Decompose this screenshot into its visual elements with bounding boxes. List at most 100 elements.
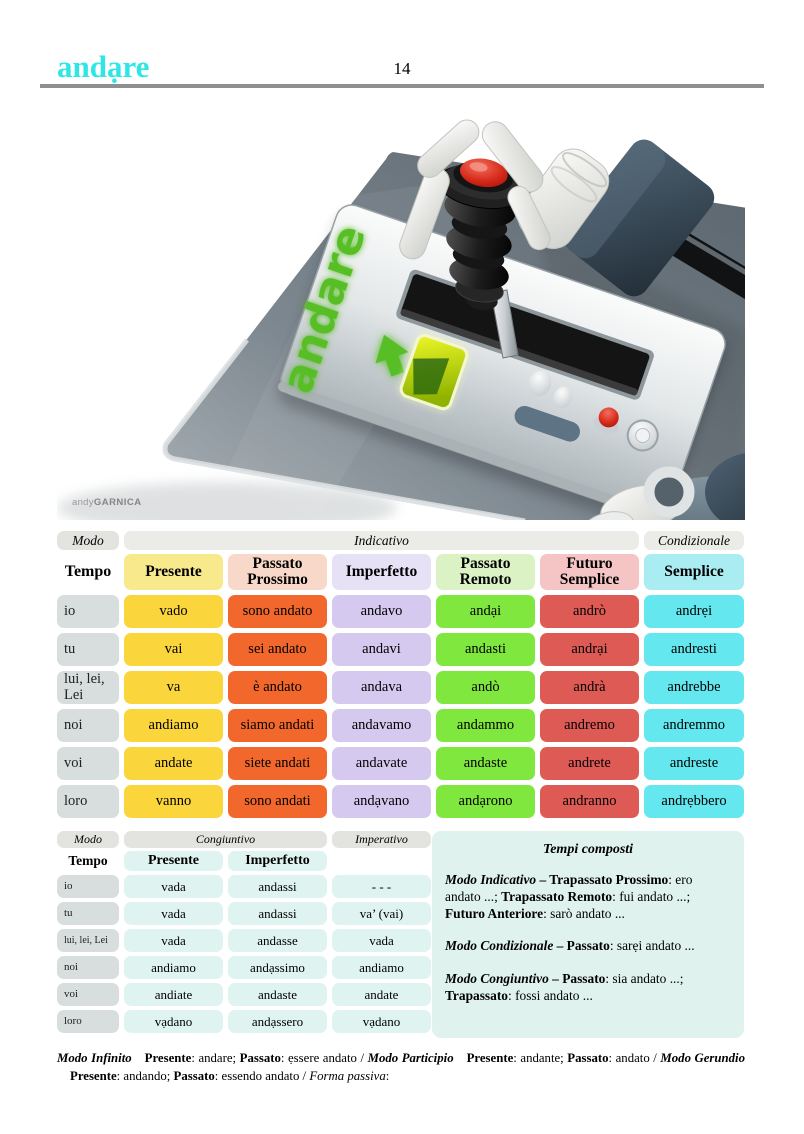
pronoun-cell: voi — [57, 747, 119, 780]
cell-passato-prossimo: è andato — [228, 671, 327, 704]
conjugation-row-loro: loro vanno sono andati andạvano andạrono… — [57, 785, 745, 818]
tense-form: : — [385, 1068, 390, 1083]
conjugation-row-lui-lei: lui, lei, Lei va è andato andava andò an… — [57, 671, 745, 704]
joystick-shaft — [490, 289, 519, 359]
cell-cong-imperfetto: andassi — [228, 902, 327, 925]
verb-illustration: andare — [57, 100, 804, 580]
cell-presente: vado — [124, 595, 223, 628]
cell-futuro-semplice: andrại — [540, 633, 639, 666]
cell-imperfetto: andavi — [332, 633, 431, 666]
tense-name: Presente — [466, 1051, 514, 1065]
cell-cong-presente: vada — [124, 902, 223, 925]
credit-name: GARNICA — [93, 497, 142, 508]
tense-name: Trapassato Prossimo — [549, 871, 669, 887]
red-button-highlight — [469, 162, 488, 172]
pronoun-cell: tu — [57, 633, 119, 666]
compound-tenses-title: Tempi composti — [542, 842, 634, 857]
panel-edge — [277, 381, 667, 522]
cell-imperfetto: andavamo — [332, 709, 431, 742]
col-header-presente: Presente — [124, 554, 223, 590]
mode-header-row: Modo Congiuntivo Imperativo — [57, 831, 431, 849]
modo-label: Modo — [57, 831, 119, 848]
tense-example: : sarò andato ... — [543, 906, 625, 922]
cell-futuro-semplice: andrà — [540, 671, 639, 704]
conjugation-row-loro: loro vạdano andạssero vạdano — [57, 1010, 431, 1033]
cell-cong-imperfetto: andaste — [228, 983, 327, 1006]
mode-label: Modo Congiuntivo — [445, 970, 549, 986]
tense-header-row: Tempo Presente Passato Prossimo Imperfet… — [57, 554, 745, 590]
cell-futuro-semplice: andrete — [540, 747, 639, 780]
cell-presente: vai — [124, 633, 223, 666]
tense-form: : andare; — [191, 1051, 240, 1065]
cell-cong-imperfetto: andasse — [228, 929, 327, 952]
cell-imperativo: - - - — [332, 875, 431, 898]
tense-example: : sarẹi andato ... — [609, 938, 695, 954]
cell-condizionale: andreste — [644, 747, 744, 780]
dash: – — [553, 938, 567, 954]
conjugation-row-voi: voi andate siete andati andavate andaste… — [57, 747, 745, 780]
page-title: andạre — [57, 49, 150, 84]
cell-cong-presente: andiamo — [124, 956, 223, 979]
robot-arm — [563, 139, 771, 304]
tense-header-row: Tempo Presente Imperfetto — [57, 851, 431, 871]
tense-form: : essendo andato / — [214, 1068, 310, 1083]
tense-example: : fossi andato ... — [508, 987, 593, 1003]
cell-futuro-semplice: andrò — [540, 595, 639, 628]
tense-name: Presente — [70, 1068, 117, 1083]
illustrator-credit: andyGARNICA — [72, 497, 142, 508]
pronoun-cell: lui, lei, Lei — [57, 671, 119, 704]
tempi-paragraph-congiuntivo: Modo Congiuntivo – Passato: sia andato .… — [445, 970, 731, 1004]
cell-condizionale: andrẹbbero — [644, 785, 744, 818]
tense-form: : andando; — [116, 1068, 174, 1083]
pronoun-cell: voi — [57, 983, 119, 1006]
tense-name: Passato — [173, 1068, 215, 1083]
tense-form: : andante; — [513, 1051, 568, 1065]
conjugation-row-io: io vada andassi - - - — [57, 875, 431, 898]
conjugation-row-tu: tu vai sei andato andavi andasti andrại … — [57, 633, 745, 666]
credit-prefix: andy — [72, 497, 94, 508]
dash: – — [548, 970, 563, 986]
arrow-icon — [375, 334, 409, 377]
tense-form: : ẹssere andato / — [280, 1051, 368, 1065]
pronoun-cell: noi — [57, 956, 119, 979]
cell-passato-remoto: andammo — [436, 709, 535, 742]
col-header-imperfetto: Imperfetto — [228, 851, 327, 871]
conjugation-row-lui-lei: lui, lei, Lei vada andasse vada — [57, 929, 431, 952]
tense-name: Futuro Anteriore — [445, 906, 544, 922]
tense-name: Passato — [566, 938, 610, 954]
mode-label: Modo Participio — [367, 1051, 454, 1065]
col-header-presente: Presente — [124, 851, 223, 871]
mode-label: Modo Infinito — [57, 1051, 132, 1065]
cell-imperfetto: andạvano — [332, 785, 431, 818]
base-plate-rim — [162, 338, 526, 524]
cell-imperfetto: andava — [332, 671, 431, 704]
indicator-screen — [399, 334, 469, 411]
tense-name: Passato — [562, 970, 606, 986]
tense-name: Trapassato — [445, 987, 508, 1003]
dash: – — [536, 871, 550, 887]
cell-cong-imperfetto: andạssimo — [228, 956, 327, 979]
cell-imperativo: vada — [332, 929, 431, 952]
white-knob[interactable] — [525, 367, 554, 399]
cell-imperfetto: andavo — [332, 595, 431, 628]
pronoun-cell: io — [57, 875, 119, 898]
tense-name: Trapassato Remoto — [501, 889, 613, 905]
cell-imperativo: vạdano — [332, 1010, 431, 1033]
small-red-button[interactable] — [596, 405, 621, 430]
cell-futuro-semplice: andremo — [540, 709, 639, 742]
tense-form: : andato / — [608, 1051, 661, 1065]
cell-cong-presente: vạdano — [124, 1010, 223, 1033]
conjugation-row-noi: noi andiamo siamo andati andavamo andamm… — [57, 709, 745, 742]
indicative-table: Modo Indicativo Condizionale Tempo Prese… — [57, 531, 745, 818]
subjunctive-table: Modo Congiuntivo Imperativo Tempo Presen… — [57, 831, 431, 1033]
cell-condizionale: andremmo — [644, 709, 744, 742]
cell-passato-prossimo: siete andati — [228, 747, 327, 780]
control-panel: andare — [272, 204, 726, 522]
cell-passato-prossimo: sei andato — [228, 633, 327, 666]
cell-passato-remoto: andasti — [436, 633, 535, 666]
conjugation-row-tu: tu vada andassi va’ (vai) — [57, 902, 431, 925]
white-knob-small[interactable] — [551, 384, 575, 411]
joystick-grip[interactable] — [419, 152, 529, 314]
blue-pill-button[interactable] — [512, 403, 583, 444]
cell-passato-remoto: andạrono — [436, 785, 535, 818]
